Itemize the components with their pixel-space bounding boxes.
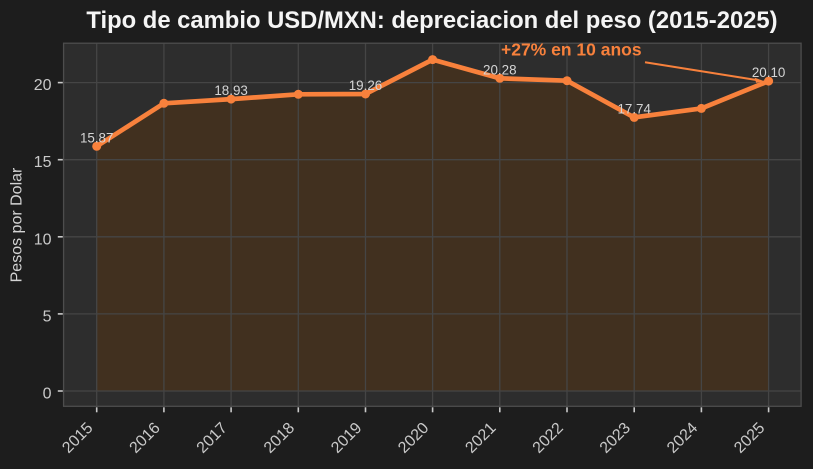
- svg-text:19.26: 19.26: [349, 78, 383, 93]
- svg-text:20.10: 20.10: [752, 65, 786, 80]
- svg-text:20: 20: [34, 77, 52, 94]
- svg-text:+27% en 10 anos: +27% en 10 anos: [501, 40, 642, 60]
- svg-text:5: 5: [43, 308, 52, 325]
- svg-text:15: 15: [34, 154, 52, 171]
- svg-text:10: 10: [34, 231, 52, 248]
- svg-text:Pesos por Dolar: Pesos por Dolar: [9, 167, 26, 282]
- svg-text:20.28: 20.28: [483, 62, 517, 77]
- svg-text:15.87: 15.87: [80, 130, 114, 145]
- svg-text:17.74: 17.74: [617, 101, 651, 116]
- svg-text:Tipo de cambio USD/MXN: deprec: Tipo de cambio USD/MXN: depreciacion del…: [86, 7, 777, 34]
- svg-text:18.93: 18.93: [214, 83, 248, 98]
- svg-text:0: 0: [43, 386, 52, 403]
